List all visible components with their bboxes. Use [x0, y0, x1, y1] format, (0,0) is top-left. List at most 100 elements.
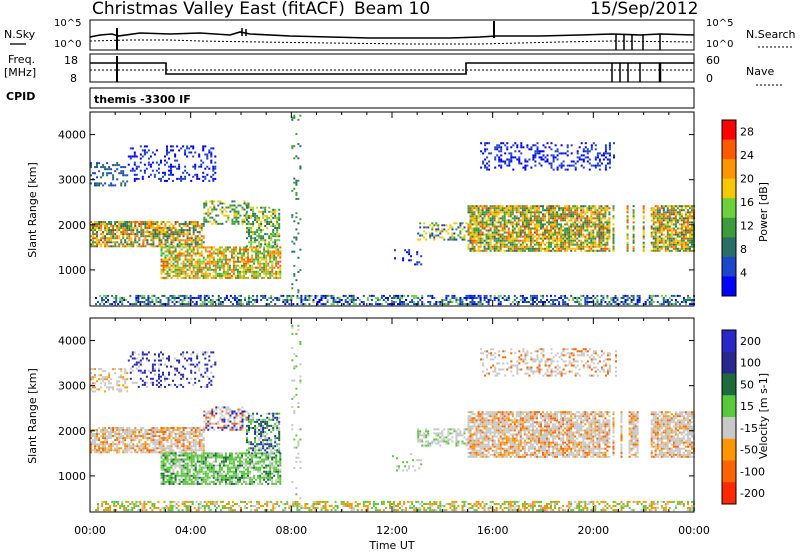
echo-cell	[222, 258, 225, 261]
echo-cell	[512, 144, 515, 147]
echo-cell	[387, 299, 389, 301]
echo-cell	[252, 212, 255, 215]
echo-cell	[564, 211, 567, 214]
echo-cell	[678, 211, 681, 214]
echo-cell	[666, 223, 669, 226]
echo-cell	[124, 370, 127, 373]
echo-cell	[550, 211, 552, 214]
echo-cell	[300, 294, 303, 297]
echo-cell	[200, 274, 203, 277]
echo-cell	[540, 241, 542, 244]
echo-cell	[678, 239, 681, 242]
echo-cell	[180, 243, 183, 246]
echo-cell	[666, 231, 669, 234]
echo-cell	[614, 303, 617, 306]
echo-cell	[170, 223, 173, 225]
echo-cell	[352, 294, 355, 297]
echo-cell	[548, 235, 550, 238]
echo-cell	[202, 171, 205, 174]
echo-cell	[564, 239, 567, 242]
echo-cell	[584, 297, 587, 299]
echo-cell	[572, 211, 575, 214]
echo-cell	[608, 211, 611, 214]
echo-cell	[604, 249, 607, 252]
echo-cell	[680, 207, 683, 210]
echo-cell	[266, 223, 269, 225]
echo-cell	[570, 144, 573, 147]
echo-cell	[564, 235, 567, 238]
echo-cell	[208, 252, 211, 255]
echo-cell	[542, 241, 544, 244]
echo-cell	[268, 237, 271, 240]
echo-cell	[592, 207, 595, 210]
echo-cell	[533, 235, 536, 238]
echo-cell	[540, 221, 542, 224]
echo-cell	[506, 164, 509, 167]
echo-cell	[190, 264, 193, 267]
echo-cell	[133, 177, 136, 180]
echo-cell	[192, 266, 195, 269]
echo-cell	[540, 219, 542, 222]
echo-cell	[552, 227, 555, 230]
echo-cell	[268, 245, 271, 248]
echo-cell	[203, 206, 206, 209]
echo-cell	[570, 294, 573, 297]
echo-cell	[196, 245, 199, 248]
echo-cell	[158, 373, 160, 376]
echo-cell	[239, 260, 241, 263]
echo-cell	[130, 225, 133, 227]
echo-cell	[594, 225, 597, 228]
echo-cell	[560, 233, 563, 236]
echo-cell	[232, 264, 235, 267]
echo-cell	[275, 264, 278, 267]
echo-cell	[405, 299, 408, 301]
echo-cell	[149, 301, 152, 303]
echo-cell	[165, 303, 168, 306]
echo-cell	[491, 213, 494, 216]
echo-cell	[515, 243, 518, 246]
echo-cell	[580, 217, 583, 220]
echo-cell	[402, 259, 405, 262]
echo-cell	[612, 229, 615, 232]
echo-cell	[223, 299, 226, 301]
echo-cell	[160, 229, 163, 232]
echo-cell	[544, 215, 546, 218]
echo-cell	[550, 148, 553, 151]
echo-cell	[510, 156, 513, 159]
echo-cell	[133, 381, 136, 384]
echo-cell	[566, 144, 569, 147]
echo-cell	[299, 248, 302, 251]
echo-cell	[505, 225, 508, 228]
echo-cell	[513, 227, 516, 230]
echo-cell	[128, 233, 131, 236]
echo-cell	[231, 208, 234, 211]
echo-cell	[116, 225, 119, 227]
echo-cell	[517, 235, 520, 238]
echo-cell	[582, 207, 585, 210]
echo-cell	[206, 155, 209, 158]
echo-cell	[670, 221, 673, 224]
echo-cell	[584, 237, 587, 240]
echo-cell	[604, 144, 607, 147]
echo-cell	[558, 229, 561, 232]
echo-cell	[521, 223, 524, 226]
echo-cell	[143, 297, 146, 299]
echo-cell	[580, 223, 583, 226]
echo-cell	[417, 301, 420, 303]
echo-cell	[499, 233, 502, 236]
echo-cell	[564, 297, 567, 299]
echo-cell	[674, 241, 677, 244]
y-tick-label: 4000	[58, 129, 86, 142]
echo-cell	[666, 207, 669, 210]
echo-cell	[210, 175, 213, 178]
echo-cell	[658, 303, 661, 306]
echo-cell	[257, 266, 260, 269]
echo-cell	[110, 233, 113, 236]
echo-cell	[213, 208, 216, 211]
echo-cell	[576, 227, 579, 230]
echo-cell	[300, 299, 303, 301]
echo-cell	[656, 241, 659, 244]
echo-cell	[598, 239, 601, 242]
echo-cell	[471, 209, 474, 212]
echo-cell	[498, 156, 501, 159]
